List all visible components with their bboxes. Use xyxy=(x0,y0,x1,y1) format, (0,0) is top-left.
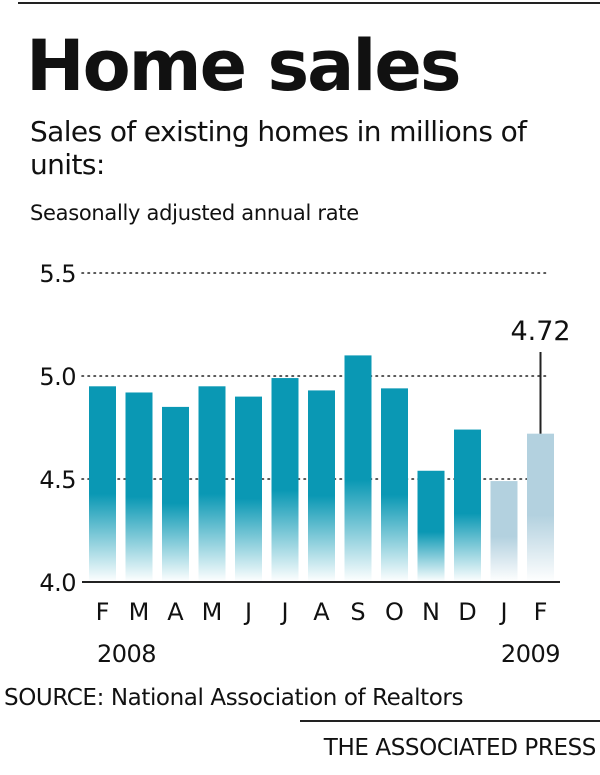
credit-rule xyxy=(300,720,600,722)
x-tick-label: O xyxy=(385,598,404,626)
x-tick-label: F xyxy=(534,598,548,626)
bar xyxy=(198,386,226,582)
bar xyxy=(308,390,335,582)
bar xyxy=(344,355,372,582)
callout-value-label: 4.72 xyxy=(510,316,570,347)
year-label: 2009 xyxy=(501,640,560,668)
y-tick-label: 4.5 xyxy=(39,466,76,494)
x-tick-label: J xyxy=(279,598,288,626)
x-tick-label: S xyxy=(350,598,365,626)
gridlines xyxy=(81,272,549,480)
year-label: 2008 xyxy=(97,640,156,668)
bar xyxy=(381,388,408,582)
bar xyxy=(490,481,518,582)
bar xyxy=(417,470,445,582)
bar xyxy=(527,433,554,582)
bar xyxy=(454,429,481,582)
x-tick-label: A xyxy=(167,598,184,626)
y-tick-label: 5.0 xyxy=(39,363,76,391)
bar xyxy=(125,392,153,582)
x-tick-label: D xyxy=(458,598,476,626)
bar xyxy=(235,396,262,582)
top-rule xyxy=(18,2,600,4)
chart-title: Home sales xyxy=(26,25,461,107)
chart-note: Seasonally adjusted annual rate xyxy=(30,201,359,225)
x-tick-label: A xyxy=(313,598,330,626)
bar xyxy=(89,386,116,582)
chart-subtitle: Sales of existing homes in millions of u… xyxy=(30,115,527,181)
bar xyxy=(162,406,189,582)
bar xyxy=(271,378,299,582)
x-tick-label: M xyxy=(202,598,223,626)
credit-line: THE ASSOCIATED PRESS xyxy=(323,735,597,761)
x-tick-label: F xyxy=(96,598,110,626)
x-tick-label: J xyxy=(498,598,507,626)
x-tick-label: J xyxy=(243,598,252,626)
y-tick-label: 5.5 xyxy=(39,260,76,288)
bars xyxy=(89,355,554,582)
x-tick-label: M xyxy=(129,598,150,626)
source-note: SOURCE: National Association of Realtors xyxy=(4,685,464,711)
y-tick-label: 4.0 xyxy=(39,569,76,597)
x-tick-label: N xyxy=(422,598,440,626)
